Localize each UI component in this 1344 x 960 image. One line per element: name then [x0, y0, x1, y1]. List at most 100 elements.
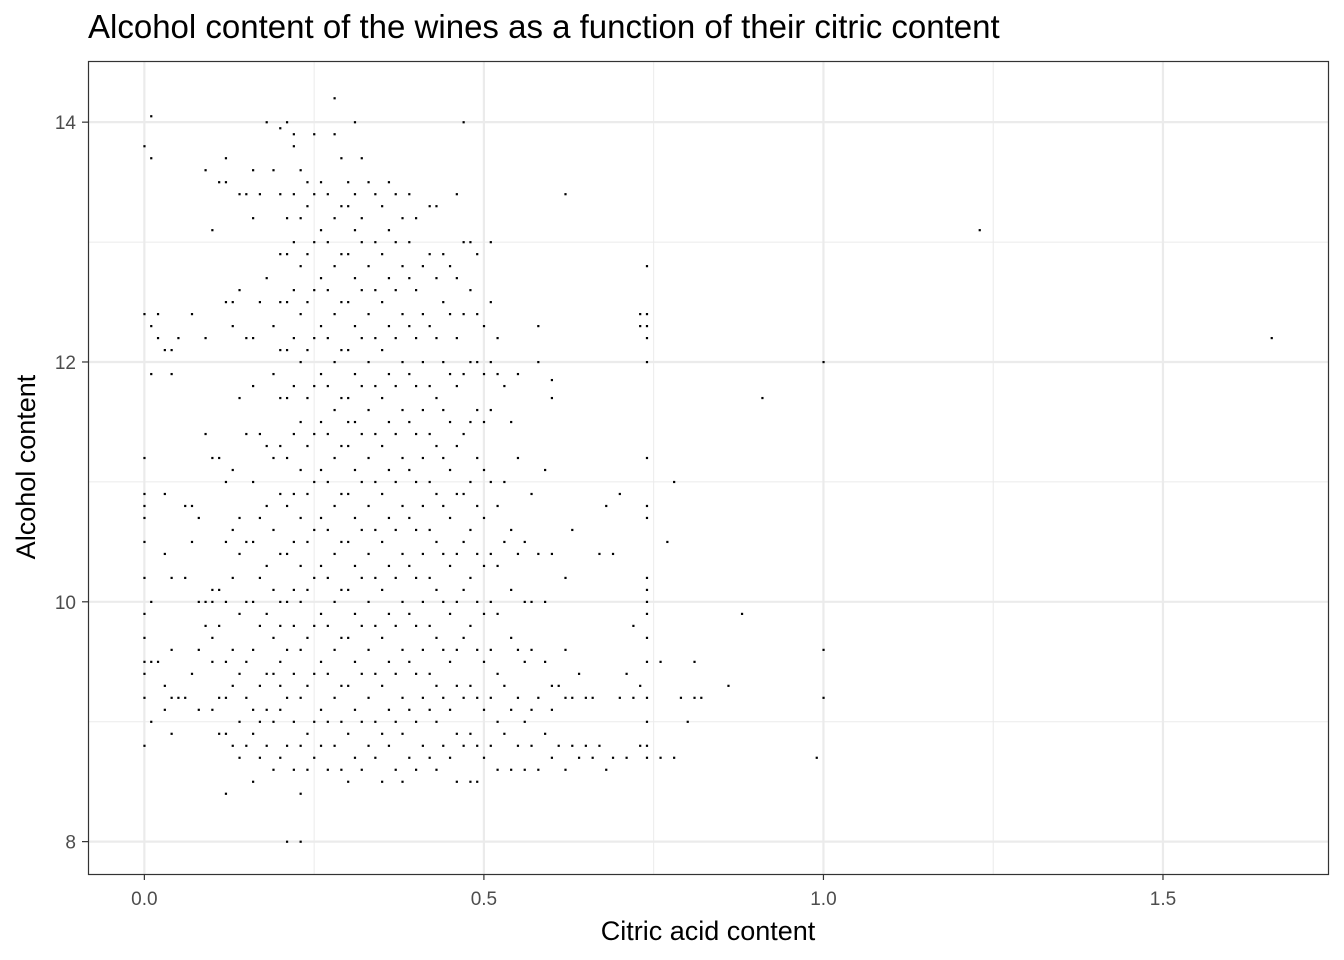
data-point	[367, 181, 370, 184]
data-point	[326, 336, 329, 340]
data-point	[292, 241, 295, 244]
data-point	[381, 301, 384, 304]
data-point	[401, 648, 404, 651]
data-point	[285, 121, 289, 124]
data-point	[190, 540, 194, 544]
data-point	[387, 468, 391, 472]
data-point	[367, 600, 370, 604]
data-point	[238, 396, 241, 400]
data-point	[306, 348, 309, 352]
data-point	[231, 576, 234, 580]
data-point	[550, 378, 554, 382]
data-point	[645, 313, 649, 316]
data-point	[496, 672, 499, 675]
data-point	[272, 768, 275, 771]
data-point	[421, 696, 424, 699]
data-point	[279, 396, 282, 400]
data-point	[333, 696, 336, 699]
data-point	[530, 744, 533, 747]
data-point	[347, 492, 350, 496]
data-point	[190, 672, 194, 675]
data-point	[319, 612, 323, 615]
data-point	[381, 684, 384, 687]
data-point	[387, 229, 391, 232]
data-point	[204, 432, 207, 436]
data-point	[285, 840, 289, 843]
data-point	[530, 600, 533, 604]
data-point	[401, 696, 404, 699]
data-point	[503, 732, 506, 735]
data-point	[143, 660, 146, 663]
data-point	[279, 684, 282, 687]
data-point	[435, 277, 438, 280]
data-point	[625, 756, 628, 759]
data-point	[482, 516, 486, 520]
data-point	[455, 277, 458, 280]
data-point	[564, 768, 567, 771]
data-point	[333, 600, 336, 604]
axis-ticks: 0.0 0.5 1.0 1.5 8 10 12 14	[55, 113, 1176, 910]
data-point	[448, 372, 452, 376]
data-point	[516, 696, 520, 699]
data-point	[204, 336, 207, 340]
data-point	[428, 756, 431, 759]
y-tick-label: 10	[55, 593, 76, 614]
data-point	[285, 217, 289, 220]
data-point	[340, 768, 343, 771]
data-point	[292, 588, 295, 592]
data-point	[367, 744, 370, 747]
data-point	[326, 193, 329, 196]
data-point	[428, 528, 431, 532]
data-point	[292, 145, 295, 148]
data-point	[414, 768, 418, 771]
data-point	[279, 301, 282, 304]
data-point	[292, 384, 295, 388]
data-point	[469, 528, 472, 532]
data-point	[510, 708, 513, 711]
data-point	[544, 600, 547, 604]
data-point	[347, 420, 350, 424]
data-point	[224, 157, 228, 160]
data-point	[448, 516, 452, 520]
data-point	[163, 684, 166, 687]
data-point	[530, 648, 533, 651]
data-point	[265, 672, 268, 675]
data-point	[279, 624, 282, 627]
data-point	[645, 456, 649, 460]
data-point	[143, 696, 146, 699]
data-point	[442, 456, 445, 460]
data-point	[489, 241, 492, 244]
data-point	[455, 193, 458, 196]
data-point	[163, 492, 166, 496]
data-point	[360, 217, 363, 220]
data-point	[360, 480, 363, 484]
data-point	[353, 420, 357, 424]
data-point	[448, 612, 452, 615]
data-point	[618, 696, 621, 699]
data-point	[550, 708, 554, 711]
data-point	[170, 648, 173, 651]
data-point	[265, 612, 268, 615]
data-point	[394, 624, 397, 627]
data-point	[252, 540, 255, 544]
data-point	[360, 384, 363, 388]
data-point	[265, 504, 268, 508]
data-point	[238, 756, 241, 759]
data-point	[659, 660, 662, 663]
data-point	[414, 289, 418, 292]
y-tick-label: 8	[65, 833, 76, 854]
data-point	[645, 516, 649, 520]
data-point	[353, 708, 357, 711]
data-point	[523, 660, 526, 663]
data-point	[448, 313, 452, 316]
data-point	[421, 313, 424, 316]
data-point	[299, 468, 302, 472]
data-point	[448, 468, 452, 472]
data-point	[510, 768, 513, 771]
data-point	[435, 540, 438, 544]
data-point	[435, 636, 438, 639]
data-point	[272, 672, 275, 675]
data-point	[319, 229, 323, 232]
data-point	[292, 432, 295, 436]
data-point	[442, 696, 445, 699]
